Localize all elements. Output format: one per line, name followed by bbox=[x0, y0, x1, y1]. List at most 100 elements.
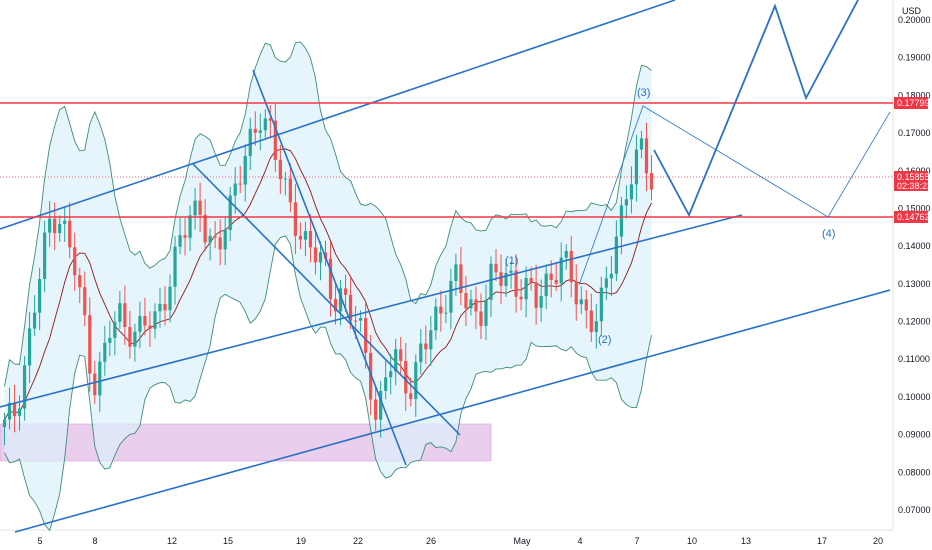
price-tag-support: 0.14762 bbox=[894, 211, 930, 223]
candle-body bbox=[604, 278, 608, 288]
time-axis[interactable]: 5 8 12 15 19 22 26 May 4 7 10 13 17 20 bbox=[37, 536, 883, 546]
candle-body bbox=[394, 349, 398, 372]
lower-channel-line bbox=[14, 289, 891, 533]
candle-body bbox=[32, 312, 37, 329]
candle-body bbox=[599, 287, 603, 322]
candle-body bbox=[203, 214, 207, 243]
candle-body bbox=[474, 299, 478, 312]
candle-body bbox=[439, 306, 443, 314]
x-tick-label: May bbox=[513, 536, 531, 546]
y-tick-label: 0.11000 bbox=[898, 354, 930, 364]
svg-text:0.15855: 0.15855 bbox=[897, 172, 930, 182]
x-tick-label: 26 bbox=[426, 536, 436, 546]
wave-label-4: (4) bbox=[822, 228, 835, 240]
candle-body bbox=[509, 270, 513, 273]
candle-body bbox=[53, 218, 57, 234]
candle-body bbox=[634, 149, 639, 185]
x-tick-label: 20 bbox=[873, 536, 883, 546]
x-tick-label: 5 bbox=[37, 536, 42, 546]
price-axis[interactable]: 0.20000 0.19000 0.18000 0.17000 0.16000 0.150… bbox=[898, 15, 931, 515]
candle-body bbox=[153, 311, 157, 329]
y-tick-label: 0.15000 bbox=[898, 203, 931, 213]
candle-body bbox=[529, 277, 533, 283]
candle-body bbox=[353, 320, 358, 322]
candle-body bbox=[519, 296, 523, 300]
x-tick-label: 10 bbox=[687, 536, 697, 546]
candle-body bbox=[133, 331, 137, 347]
candle-body bbox=[614, 236, 618, 274]
candle-body bbox=[549, 273, 553, 280]
candle-body bbox=[589, 310, 593, 333]
candle-body bbox=[454, 264, 458, 281]
candle-body bbox=[163, 303, 167, 311]
wave-label-2: (2) bbox=[598, 334, 611, 346]
svg-text:0.17799: 0.17799 bbox=[897, 98, 930, 108]
candle-body bbox=[358, 318, 363, 321]
candle-body bbox=[434, 306, 438, 331]
candle-body bbox=[298, 235, 303, 240]
candle-body bbox=[499, 272, 503, 286]
candle-body bbox=[539, 296, 543, 308]
candle-body bbox=[193, 200, 197, 216]
bb-basis-line bbox=[4, 148, 652, 420]
candle-body bbox=[414, 362, 418, 400]
candle-body bbox=[143, 315, 147, 326]
candle-body bbox=[624, 199, 629, 206]
candle-body bbox=[338, 288, 343, 312]
candle-body bbox=[449, 280, 453, 313]
candle-body bbox=[308, 231, 313, 248]
candle-body bbox=[73, 247, 77, 276]
candle-body bbox=[464, 293, 468, 309]
candle-body bbox=[479, 311, 483, 326]
candle-body bbox=[639, 138, 644, 150]
candle-body bbox=[118, 303, 122, 322]
candle-body bbox=[178, 235, 182, 247]
svg-text:02:38:23: 02:38:23 bbox=[897, 181, 932, 191]
candle-body bbox=[213, 235, 217, 238]
candle-body bbox=[88, 315, 92, 374]
candle-body bbox=[629, 184, 634, 200]
y-tick-label: 0.14000 bbox=[898, 241, 931, 251]
candle-body bbox=[48, 218, 52, 233]
y-tick-label: 0.07000 bbox=[898, 505, 931, 515]
candle-body bbox=[258, 130, 262, 133]
projection-bold-path bbox=[653, 0, 859, 218]
x-tick-label: 12 bbox=[167, 536, 177, 546]
y-tick-label: 0.08000 bbox=[898, 467, 931, 477]
candle-body bbox=[158, 303, 162, 312]
candle-body bbox=[103, 342, 107, 362]
candle-body bbox=[198, 200, 202, 215]
candle-body bbox=[364, 318, 368, 353]
candle-body bbox=[223, 230, 227, 250]
x-tick-label: 4 bbox=[577, 536, 582, 546]
candle-body bbox=[348, 294, 353, 321]
y-tick-label: 0.10000 bbox=[898, 392, 931, 402]
bollinger-bands bbox=[4, 41, 652, 532]
candle-body bbox=[504, 272, 508, 286]
svg-text:0.14762: 0.14762 bbox=[897, 212, 930, 222]
candle-body bbox=[218, 237, 222, 250]
currency-label: USD bbox=[902, 6, 922, 16]
candle-body bbox=[108, 337, 112, 343]
candle-body bbox=[78, 275, 82, 288]
candle-body bbox=[429, 330, 433, 350]
candle-body bbox=[444, 312, 448, 314]
candle-body bbox=[484, 299, 488, 326]
candle-body bbox=[313, 247, 318, 263]
price-tag-resistance: 0.17799 bbox=[894, 97, 930, 109]
candle-body bbox=[524, 277, 528, 300]
candle-body bbox=[68, 220, 72, 248]
wave-label-1: (1) bbox=[505, 255, 518, 267]
y-tick-label: 0.12000 bbox=[898, 317, 931, 327]
candle-body bbox=[148, 325, 152, 329]
candle-body bbox=[389, 371, 393, 378]
wave-label-3: (3) bbox=[637, 87, 650, 99]
candle-body bbox=[469, 299, 473, 309]
candle-body bbox=[494, 263, 498, 273]
candle-body bbox=[379, 390, 383, 420]
candle-body bbox=[459, 264, 463, 294]
x-tick-label: 19 bbox=[296, 536, 306, 546]
candle-body bbox=[399, 349, 403, 361]
candle-body bbox=[374, 399, 378, 420]
